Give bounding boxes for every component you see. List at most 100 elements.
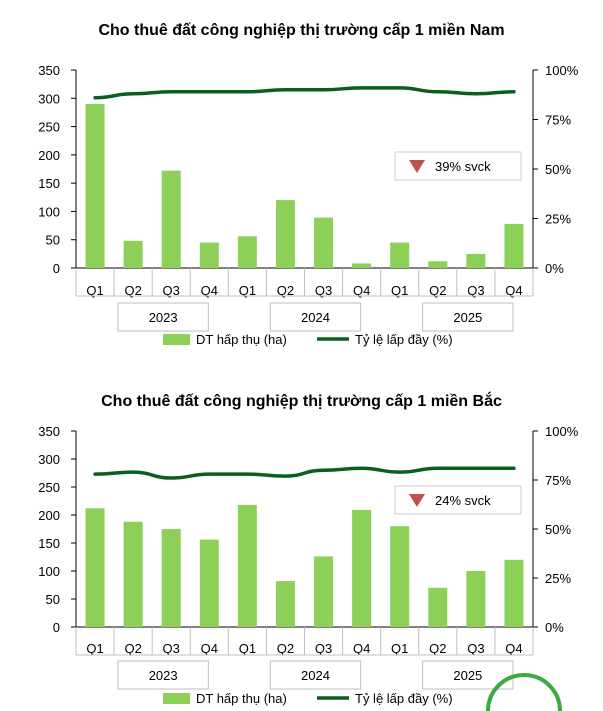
y-tick-label: 0 <box>53 261 60 276</box>
bar <box>466 571 486 627</box>
legend-bar-label: DT hấp thụ (ha) <box>196 691 287 706</box>
x-tick-label: Q3 <box>163 283 180 298</box>
bar <box>275 581 295 627</box>
y-tick-label: 50 <box>46 233 60 248</box>
y-tick-label: 300 <box>38 452 60 467</box>
y2-tick-label: 50% <box>545 522 571 537</box>
x-tick-label: Q2 <box>429 641 446 656</box>
bar <box>314 217 334 268</box>
bar <box>275 200 295 268</box>
bar <box>390 242 410 268</box>
bar <box>314 556 334 627</box>
series-line <box>93 86 516 100</box>
x-tick-label: Q1 <box>239 283 256 298</box>
chart-south-plot: 350 300 250 200 150 100 50 0 100% 75% 50% 25% 0% Q1 Q2… <box>38 63 579 347</box>
y2-tick-label: 100% <box>545 63 579 78</box>
down-triangle-icon <box>409 160 425 173</box>
chart-title: Cho thuê đất công nghiệp thị trường cấp … <box>101 393 502 410</box>
bar <box>199 242 219 268</box>
x-tick-label: Q2 <box>124 641 141 656</box>
x-tick-label: Q4 <box>353 641 370 656</box>
year-label: 2024 <box>301 310 330 325</box>
y-tick-label: 350 <box>38 63 60 78</box>
y-tick-label: 100 <box>38 564 60 579</box>
bar <box>123 521 143 627</box>
y-tick-label: 300 <box>38 91 60 106</box>
y2-tick-label: 75% <box>545 473 571 488</box>
y-tick-label: 0 <box>53 620 60 635</box>
series-line <box>93 466 516 480</box>
y2-tick-label: 50% <box>545 162 571 177</box>
x-tick-label: Q3 <box>315 283 332 298</box>
bar <box>123 240 143 268</box>
year-box <box>422 302 514 332</box>
circle-badge-icon <box>486 673 562 711</box>
legend-bar-label: DT hấp thụ (ha) <box>196 332 287 347</box>
bar <box>161 529 181 627</box>
bar <box>428 261 448 268</box>
year-label: 2025 <box>453 668 482 683</box>
y-tick-label: 200 <box>38 508 60 523</box>
bar <box>504 559 524 627</box>
y-tick-label: 150 <box>38 536 60 551</box>
x-tick-label: Q4 <box>201 283 218 298</box>
bar <box>199 539 219 627</box>
y2-tick-label: 25% <box>545 212 571 227</box>
x-tick-label: Q4 <box>201 641 218 656</box>
year-box <box>269 660 362 690</box>
bar <box>352 509 372 627</box>
x-tick-label: Q4 <box>505 283 522 298</box>
bar <box>352 263 372 268</box>
year-box <box>269 302 362 332</box>
year-label: 2023 <box>149 310 178 325</box>
y2-tick-label: 0% <box>545 261 564 276</box>
x-tick-label: Q4 <box>505 641 522 656</box>
bar <box>428 587 448 627</box>
year-box <box>117 302 209 332</box>
bar <box>237 504 257 627</box>
bar <box>161 170 181 268</box>
callout-text: 24% svck <box>435 493 491 508</box>
legend-bar-swatch <box>163 693 190 704</box>
legend-line-label: Tỷ lệ lấp đầy (%) <box>355 691 453 706</box>
x-tick-label: Q3 <box>467 641 484 656</box>
y2-tick-label: 0% <box>545 620 564 635</box>
callout-text: 39% svck <box>435 159 491 174</box>
bar <box>237 236 257 268</box>
year-label: 2023 <box>149 668 178 683</box>
legend-bar-swatch <box>163 334 190 345</box>
x-tick-label: Q2 <box>277 283 294 298</box>
y-tick-label: 200 <box>38 148 60 163</box>
bar <box>466 253 486 268</box>
y-tick-label: 350 <box>38 424 60 439</box>
x-tick-label: Q2 <box>429 283 446 298</box>
x-tick-label: Q3 <box>467 283 484 298</box>
year-label: 2024 <box>301 668 330 683</box>
bar <box>390 526 410 627</box>
year-box <box>117 660 209 690</box>
y-tick-label: 100 <box>38 204 60 219</box>
y-tick-label: 50 <box>46 592 60 607</box>
x-tick-label: Q3 <box>163 641 180 656</box>
x-tick-label: Q1 <box>391 641 408 656</box>
y-tick-label: 250 <box>38 480 60 495</box>
y2-tick-label: 75% <box>545 113 571 128</box>
x-tick-label: Q3 <box>315 641 332 656</box>
legend-line-label: Tỷ lệ lấp đầy (%) <box>355 332 453 347</box>
x-tick-label: Q2 <box>124 283 141 298</box>
y-tick-label: 150 <box>38 176 60 191</box>
y-tick-label: 250 <box>38 120 60 135</box>
bar <box>504 223 524 268</box>
bar <box>85 103 105 268</box>
chart-title: Cho thuê đất công nghiệp thị trường cấp … <box>98 22 505 39</box>
x-tick-label: Q1 <box>391 283 408 298</box>
x-tick-label: Q1 <box>86 283 103 298</box>
bar <box>85 508 105 627</box>
x-tick-label: Q2 <box>277 641 294 656</box>
year-label: 2025 <box>453 310 482 325</box>
down-triangle-icon <box>409 494 425 507</box>
x-tick-label: Q1 <box>239 641 256 656</box>
y2-tick-label: 100% <box>545 424 579 439</box>
x-tick-label: Q4 <box>353 283 370 298</box>
